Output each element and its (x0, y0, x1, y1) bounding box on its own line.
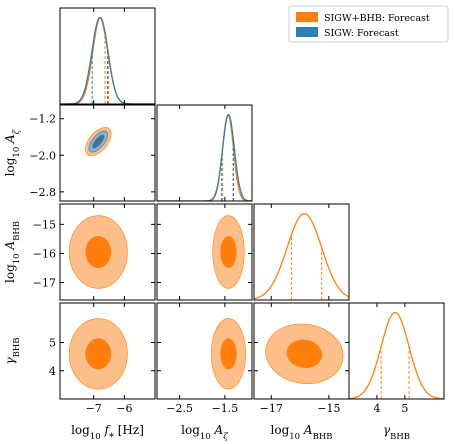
y-axis-label-log10_ABHB: log10 ABHB (3, 221, 22, 283)
y-tick-label: −1.2 (29, 113, 56, 126)
marginal-log10_Azeta-content (157, 113, 252, 201)
x-tick-label: −15 (317, 402, 340, 415)
y-tick-label: −17 (33, 277, 56, 290)
contour-log10_ABHB-vs-log10_fstar: −15 −16 −17 (33, 203, 156, 301)
contour-log10_Azeta-vs-log10_fstar-frame (59, 104, 156, 202)
contour-68pct-sigw (92, 134, 105, 149)
contour-68pct-sigw-bhb (85, 338, 112, 370)
legend-box (288, 5, 449, 43)
contour-68pct-sigw-bhb (220, 236, 237, 268)
marginal-log10_Azeta (156, 104, 253, 202)
contour-gamma_BHB-vs-log10_fstar-frame (59, 302, 156, 400)
y-tick-label: 4 (49, 365, 56, 378)
marginal-log10_ABHB-frame (253, 203, 350, 301)
contour-gamma_BHB-vs-log10_ABHB: −17 −15 (253, 302, 350, 415)
contour-68pct-sigw-bhb (220, 338, 237, 370)
x-tick-label: −17 (260, 402, 283, 415)
contour-log10_ABHB-vs-log10_Azeta (156, 203, 253, 301)
legend-swatch (296, 27, 318, 37)
marginal-log10_fstar-content (60, 16, 155, 104)
marginal-curve (157, 113, 252, 201)
contour-68pct-sigw-bhb (85, 236, 112, 268)
contour-gamma_BHB-vs-log10_Azeta-content (210, 318, 246, 390)
contour-log10_ABHB-vs-log10_Azeta-frame (156, 203, 253, 301)
x-axis-label-log10_fstar: log10 f* [Hz] (71, 423, 144, 443)
x-tick-label: 4 (373, 402, 380, 415)
marginal-log10_fstar (59, 7, 156, 105)
x-tick-label: −1.5 (211, 402, 238, 415)
y-tick-label: −2.0 (29, 149, 56, 162)
marginal-log10_ABHB-content (254, 212, 349, 300)
contour-log10_Azeta-vs-log10_fstar-content (85, 127, 112, 157)
marginal-curve (349, 311, 444, 399)
contour-gamma_BHB-vs-log10_fstar: −7 −6 5 4 (49, 302, 156, 415)
y-tick-label: −2.8 (29, 186, 56, 199)
contour-gamma_BHB-vs-log10_ABHB-content (265, 323, 344, 384)
marginal-log10_Azeta-frame (156, 104, 253, 202)
contour-68pct-sigw-bhb (286, 339, 323, 369)
contour-log10_ABHB-vs-log10_fstar-frame (59, 203, 156, 301)
x-axis-label-log10_Azeta: log10 Aζ (181, 423, 229, 442)
contour-gamma_BHB-vs-log10_Azeta-frame (156, 302, 253, 400)
y-tick-label: −15 (33, 218, 56, 231)
y-tick-label: −16 (33, 247, 56, 260)
x-tick-label: −2.5 (166, 402, 193, 415)
marginal-log10_fstar-frame (59, 7, 156, 105)
contour-log10_Azeta-vs-log10_fstar: −1.2 −2.0 −2.8 (29, 104, 156, 202)
y-axis-label-gamma_BHB: γBHB (3, 337, 22, 364)
x-tick-label: −6 (116, 402, 132, 415)
contour-gamma_BHB-vs-log10_Azeta: −2.5 −1.5 (156, 302, 253, 415)
marginal-curve (254, 212, 349, 300)
marginal-curve (60, 16, 155, 104)
x-tick-label: 5 (401, 402, 408, 415)
marginal-log10_ABHB (253, 203, 350, 301)
contour-gamma_BHB-vs-log10_ABHB-frame (253, 302, 350, 400)
marginal-gamma_BHB-content (349, 311, 444, 399)
legend-label: SIGW: Forecast (324, 28, 399, 39)
marginal-curve (157, 113, 252, 201)
y-tick-label: 5 (49, 337, 56, 350)
y-axis-label-log10_Azeta: log10 Aζ (3, 128, 22, 176)
contour-log10_ABHB-vs-log10_fstar-content (68, 215, 128, 289)
legend-swatch (296, 12, 318, 22)
x-axis-label-log10_ABHB: log10 ABHB (271, 423, 333, 442)
contour-gamma_BHB-vs-log10_fstar-content (68, 318, 128, 390)
marginal-gamma_BHB-frame (348, 302, 445, 400)
legend: SIGW+BHB: Forecast SIGW: Forecast (288, 5, 449, 43)
x-axis-label-gamma_BHB: γBHB (383, 423, 410, 442)
contour-log10_ABHB-vs-log10_Azeta-content (212, 215, 245, 289)
x-tick-label: −7 (86, 402, 102, 415)
legend-label: SIGW+BHB: Forecast (324, 13, 430, 24)
